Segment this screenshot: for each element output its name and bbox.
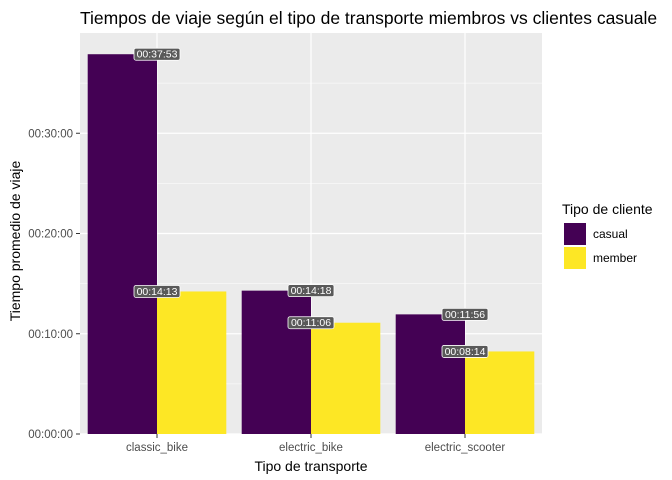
legend-title: Tipo de cliente (562, 201, 653, 217)
x-axis: classic_bike electric_bike electric_scoote… (126, 434, 505, 454)
data-label-text: 00:08:14 (445, 346, 486, 358)
x-tick-label: electric_bike (279, 442, 343, 454)
bar-member-classic_bike (157, 291, 227, 434)
bar-casual-classic_bike (87, 54, 157, 435)
bar-casual-electric_bike (241, 290, 311, 434)
x-tick-label: classic_bike (126, 442, 188, 454)
data-labels: 00:37:53 00:14:18 00:11:56 00:14:13 00:11:06… (133, 47, 489, 358)
legend-key-casual (564, 223, 586, 245)
data-label-box (133, 285, 181, 298)
data-label-box (441, 345, 489, 358)
data-label-text: 00:11:56 (445, 309, 485, 321)
y-tick-label: 00:00:00 (28, 429, 73, 441)
data-label-text: 00:14:13 (137, 286, 178, 298)
data-label-box (287, 284, 335, 298)
y-tick-label: 00:30:00 (28, 128, 73, 140)
data-label-box (133, 47, 181, 61)
y-tick-label: 00:20:00 (28, 229, 73, 241)
data-label: 00:11:06 (287, 316, 335, 330)
y-tick-label: 00:10:00 (28, 329, 73, 341)
data-label: 00:08:14 (441, 345, 489, 358)
data-label: 00:14:13 (133, 285, 181, 298)
data-label-box (441, 307, 489, 321)
data-label: 00:37:53 (133, 47, 181, 61)
data-label: 00:11:56 (441, 307, 489, 321)
data-label-text: 00:14:18 (291, 285, 332, 297)
bars (87, 54, 535, 435)
x-axis-title: Tipo de transporte (254, 458, 367, 474)
bar-member-electric_scooter (465, 351, 535, 434)
legend: Tipo de cliente casual member (562, 201, 653, 269)
y-axis: 00:00:00 00:10:00 00:20:00 00:30:00 (28, 128, 80, 441)
data-label-box (287, 316, 335, 330)
bar-casual-electric_scooter (395, 314, 465, 434)
data-label: 00:14:18 (287, 284, 335, 298)
legend-label-casual: casual (593, 227, 628, 241)
bar-member-electric_bike (311, 322, 381, 434)
data-label-text: 00:37:53 (137, 49, 178, 61)
legend-label-member: member (593, 251, 637, 265)
chart-title: Tiempos de viaje según el tipo de transp… (80, 8, 657, 28)
x-tick-label: electric_scooter (425, 442, 506, 454)
y-axis-title: Tiempo promedio de viaje (7, 161, 23, 322)
data-label-text: 00:11:06 (291, 317, 331, 329)
legend-key-member (564, 247, 586, 269)
